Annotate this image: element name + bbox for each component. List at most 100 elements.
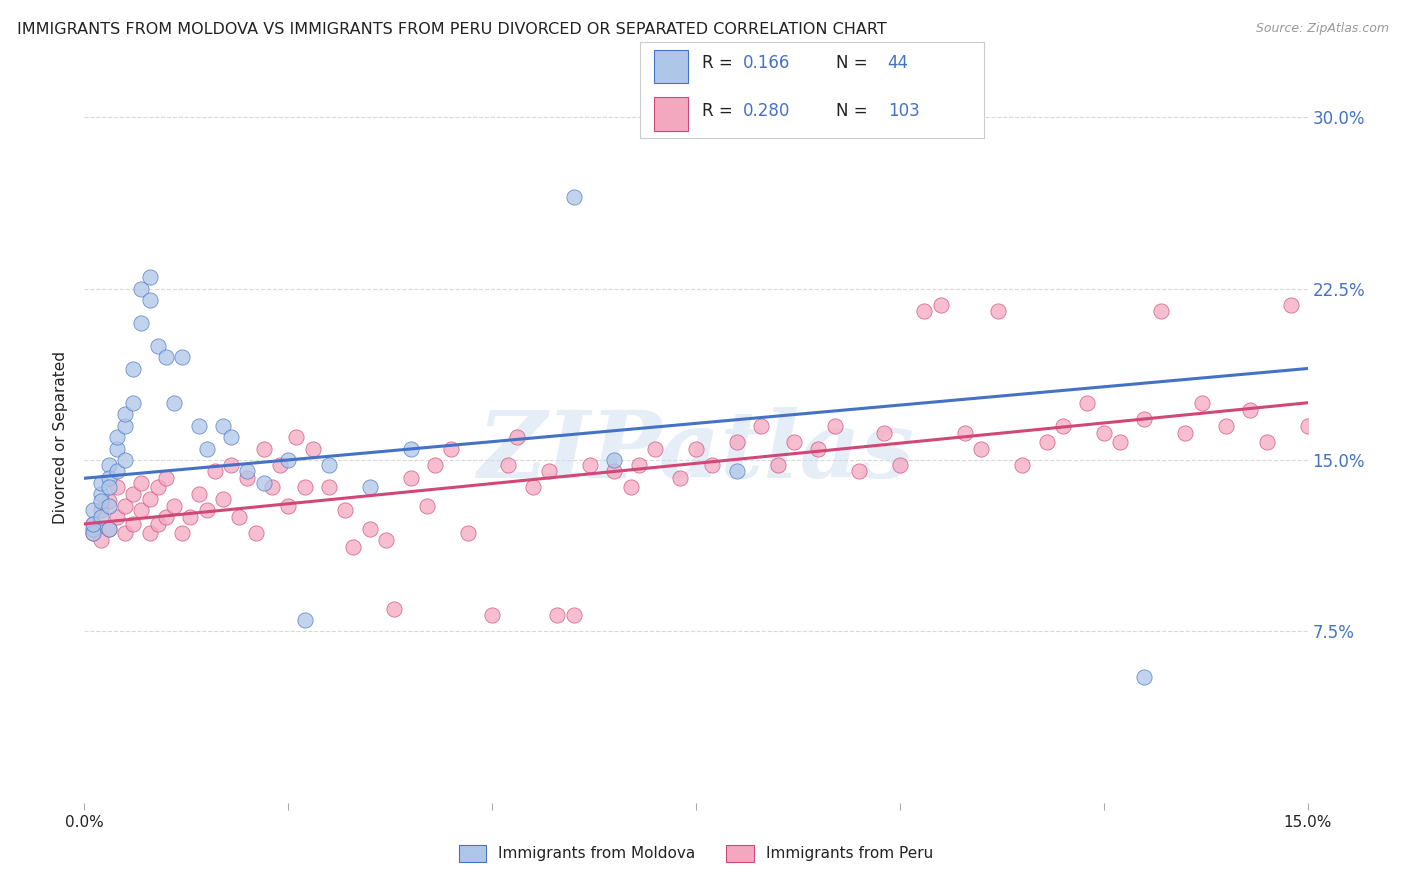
Point — [146, 516, 169, 531]
Point — [1133, 670, 1156, 684]
Point — [889, 458, 911, 472]
Point — [440, 442, 463, 456]
Point — [318, 458, 340, 472]
Point — [105, 510, 128, 524]
Point — [685, 442, 707, 456]
Point — [97, 458, 120, 472]
Point — [912, 304, 935, 318]
Point — [172, 526, 194, 541]
Bar — [654, 97, 688, 130]
Point — [562, 608, 585, 623]
Point — [294, 613, 316, 627]
Point — [172, 350, 194, 364]
Point — [97, 480, 120, 494]
Point — [82, 526, 104, 541]
Point — [245, 526, 267, 541]
Point — [82, 521, 104, 535]
Point — [318, 480, 340, 494]
Point — [131, 316, 153, 330]
Point — [97, 521, 120, 535]
Point — [90, 533, 112, 547]
Point — [375, 533, 398, 547]
Point — [187, 418, 209, 433]
Point — [1035, 434, 1057, 449]
Point — [1239, 402, 1261, 417]
Text: R =: R = — [702, 54, 738, 72]
Point — [603, 464, 626, 478]
Point — [1092, 425, 1115, 440]
Text: N =: N = — [837, 103, 873, 120]
Point — [1402, 434, 1406, 449]
Point — [987, 304, 1010, 318]
Point — [1279, 297, 1302, 311]
Point — [766, 458, 789, 472]
Point — [1296, 418, 1319, 433]
Point — [155, 471, 177, 485]
Point — [131, 281, 153, 295]
Text: ZIPatlas: ZIPatlas — [478, 407, 914, 497]
Point — [457, 526, 479, 541]
Point — [163, 396, 186, 410]
Point — [97, 521, 120, 535]
Point — [105, 430, 128, 444]
Point — [90, 487, 112, 501]
Point — [204, 464, 226, 478]
Point — [872, 425, 894, 440]
Point — [359, 521, 381, 535]
Point — [131, 475, 153, 490]
Point — [423, 458, 446, 472]
Text: IMMIGRANTS FROM MOLDOVA VS IMMIGRANTS FROM PERU DIVORCED OR SEPARATED CORRELATIO: IMMIGRANTS FROM MOLDOVA VS IMMIGRANTS FR… — [17, 22, 887, 37]
Point — [1174, 425, 1197, 440]
Point — [277, 453, 299, 467]
Point — [97, 499, 120, 513]
Point — [562, 190, 585, 204]
Point — [702, 458, 724, 472]
Point — [122, 396, 145, 410]
Point — [90, 510, 112, 524]
Point — [1215, 418, 1237, 433]
Point — [155, 350, 177, 364]
Point — [195, 503, 218, 517]
Point — [1011, 458, 1033, 472]
Point — [212, 418, 235, 433]
Point — [105, 480, 128, 494]
Point — [522, 480, 544, 494]
Point — [505, 430, 527, 444]
Point — [114, 407, 136, 421]
Point — [725, 464, 748, 478]
Point — [807, 442, 830, 456]
Point — [131, 503, 153, 517]
Point — [399, 442, 422, 456]
Point — [644, 442, 666, 456]
Point — [138, 293, 160, 307]
Point — [970, 442, 993, 456]
Point — [481, 608, 503, 623]
Point — [269, 458, 291, 472]
Point — [498, 458, 520, 472]
Point — [236, 464, 259, 478]
Point — [114, 453, 136, 467]
Point — [627, 458, 650, 472]
Point — [138, 526, 160, 541]
Point — [620, 480, 643, 494]
Point — [122, 361, 145, 376]
Text: 44: 44 — [887, 54, 908, 72]
Point — [236, 471, 259, 485]
Point — [579, 458, 602, 472]
Point — [953, 425, 976, 440]
Point — [929, 297, 952, 311]
Text: R =: R = — [702, 103, 738, 120]
Text: N =: N = — [837, 54, 873, 72]
Point — [114, 526, 136, 541]
Point — [294, 480, 316, 494]
Point — [399, 471, 422, 485]
Point — [1256, 434, 1278, 449]
Point — [97, 494, 120, 508]
Point — [603, 453, 626, 467]
Point — [1337, 418, 1360, 433]
Point — [382, 601, 405, 615]
Point — [105, 464, 128, 478]
Point — [301, 442, 323, 456]
Point — [187, 487, 209, 501]
Point — [212, 491, 235, 506]
